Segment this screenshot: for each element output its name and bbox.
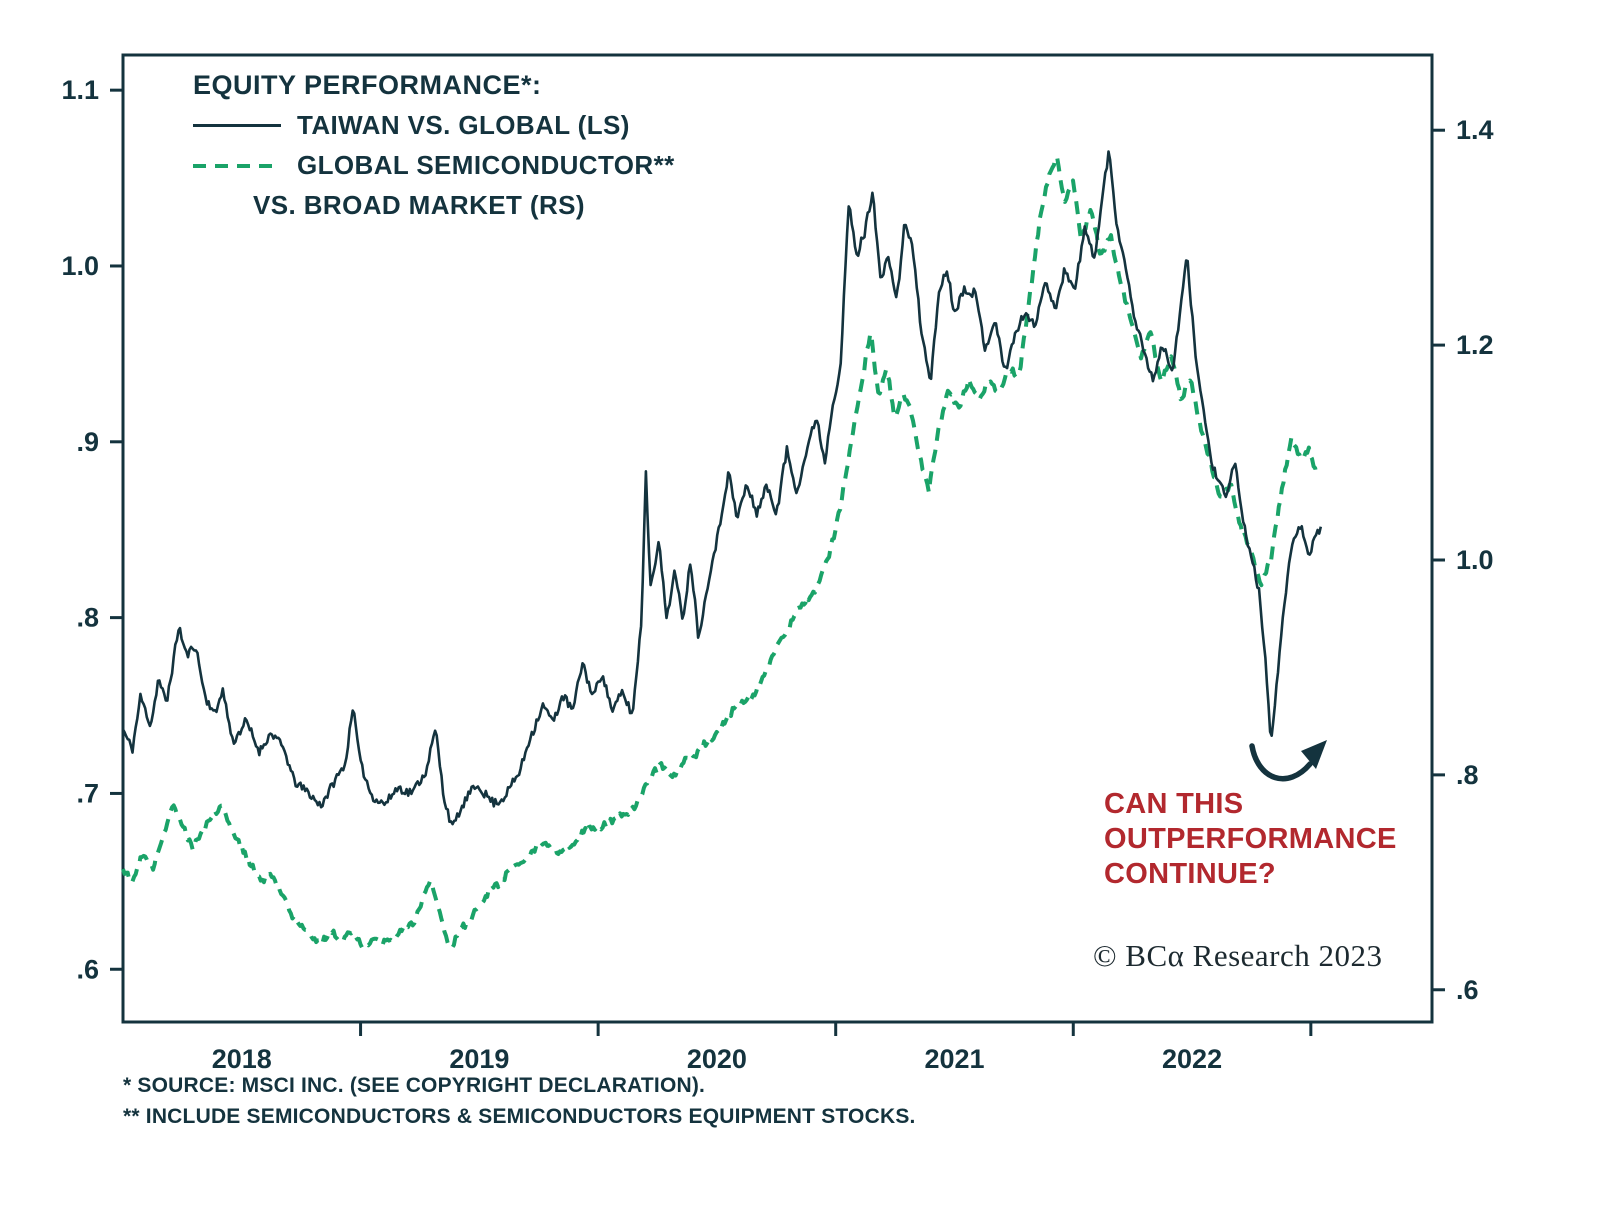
svg-text:1.4: 1.4: [1456, 115, 1494, 145]
solid-line-swatch: [193, 124, 281, 127]
svg-text:1.0: 1.0: [1456, 545, 1494, 575]
annotation-line-3: CONTINUE?: [1104, 858, 1276, 890]
legend-label-semiconductor-line2: VS. BROAD MARKET (RS): [253, 190, 585, 220]
axis-bottom: 2018 2019 2020 2021 2022: [212, 1022, 1313, 1074]
svg-text:1.1: 1.1: [61, 75, 99, 105]
annotation-line-2: OUTPERFORMANCE: [1104, 823, 1397, 855]
chart-title: EQUITY PERFORMANCE*:: [193, 70, 542, 100]
svg-text:1.0: 1.0: [61, 251, 99, 281]
svg-text:2020: 2020: [687, 1044, 747, 1074]
annotation-outperformance: CAN THIS OUTPERFORMANCE CONTINUE?: [1104, 787, 1397, 892]
series-lines: [121, 150, 1323, 950]
axis-right: 1.4 1.2 1.0 .8 .6: [1432, 115, 1494, 1005]
series-taiwan-line: [121, 150, 1323, 826]
svg-text:2019: 2019: [449, 1044, 509, 1074]
svg-text:.7: .7: [76, 778, 99, 808]
legend-item-semiconductor-line2: VS. BROAD MARKET (RS): [253, 190, 675, 221]
svg-text:.8: .8: [1456, 760, 1479, 790]
footnotes: * SOURCE: MSCI INC. (SEE COPYRIGHT DECLA…: [123, 1070, 916, 1132]
legend-item-taiwan: TAIWAN VS. GLOBAL (LS): [193, 110, 675, 141]
annotation-line-1: CAN THIS: [1104, 788, 1244, 820]
legend-label-semiconductor: GLOBAL SEMICONDUCTOR**: [297, 150, 675, 180]
legend-block: EQUITY PERFORMANCE*: TAIWAN VS. GLOBAL (…: [193, 70, 675, 221]
copyright: © BCα Research 2023: [1093, 938, 1383, 973]
svg-text:2021: 2021: [924, 1044, 984, 1074]
plot-frame: [121, 53, 1434, 1024]
svg-text:.8: .8: [76, 603, 99, 633]
footnote-source: * SOURCE: MSCI INC. (SEE COPYRIGHT DECLA…: [123, 1074, 706, 1097]
legend-item-semiconductor: GLOBAL SEMICONDUCTOR**: [193, 150, 675, 181]
legend-label-taiwan: TAIWAN VS. GLOBAL (LS): [297, 110, 630, 140]
svg-text:1.2: 1.2: [1456, 330, 1494, 360]
dashed-line-swatch: [193, 163, 281, 168]
outperformance-arrow-icon: [1249, 740, 1327, 782]
svg-text:.6: .6: [76, 954, 99, 984]
svg-text:.6: .6: [1456, 975, 1479, 1005]
axis-left: 1.1 1.0 .9 .8 .7 .6: [61, 75, 123, 984]
svg-text:.9: .9: [76, 427, 99, 457]
svg-text:2022: 2022: [1162, 1044, 1222, 1074]
svg-text:2018: 2018: [212, 1044, 272, 1074]
footnote-semiconductors: ** INCLUDE SEMICONDUCTORS & SEMICONDUCTO…: [123, 1105, 916, 1128]
